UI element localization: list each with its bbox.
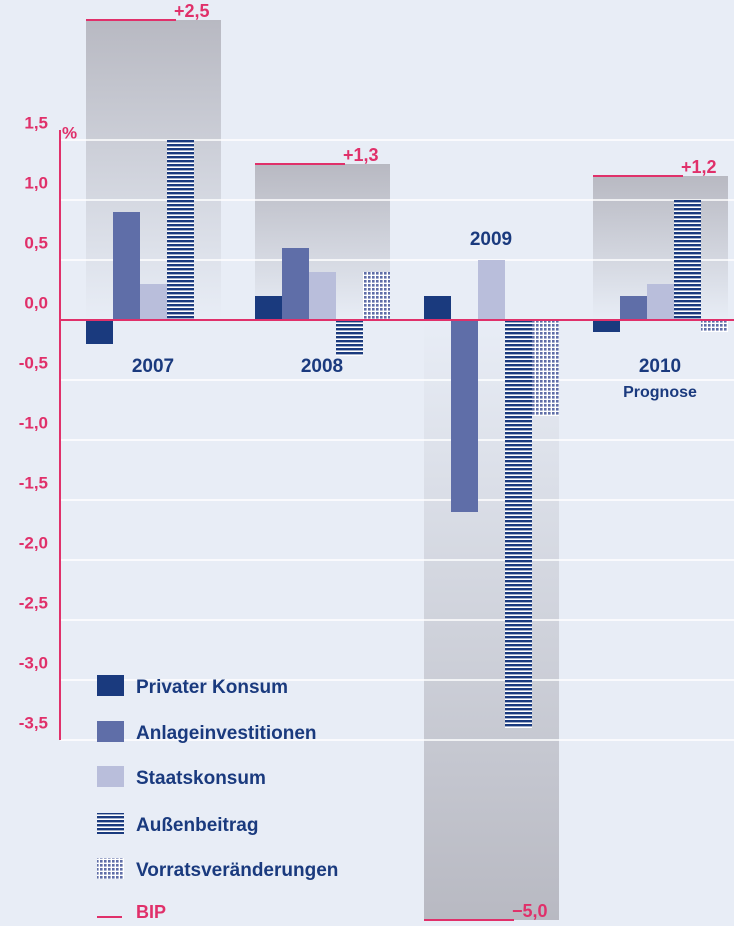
bar (282, 248, 309, 320)
bar (336, 320, 363, 356)
bip-label: +1,2 (681, 157, 717, 177)
bar (113, 212, 140, 320)
y-tick-label: 1,0 (24, 173, 48, 192)
bar (478, 260, 505, 320)
group-label: 2008 (301, 356, 343, 377)
bar (451, 320, 478, 512)
group-label: 2007 (132, 356, 174, 377)
bar (309, 272, 336, 320)
bar (674, 200, 701, 320)
legend-label: Anlageinvestitionen (136, 723, 317, 744)
bip-area (86, 20, 221, 320)
annotation: Prognose (623, 384, 697, 401)
legend-swatch (97, 766, 124, 787)
legend-label: BIP (136, 902, 166, 922)
legend-label: Privater Konsum (136, 677, 288, 698)
legend-swatch (97, 721, 124, 742)
bar (620, 296, 647, 320)
bip-label: −5,0 (512, 901, 548, 921)
y-tick-label: 0,0 (24, 293, 48, 312)
bar (140, 284, 167, 320)
bar (593, 320, 620, 332)
bip-label: +1,3 (343, 145, 379, 165)
legend-label: Vorratsveränderungen (136, 860, 338, 881)
bar (255, 296, 282, 320)
legend-label: Außenbeitrag (136, 815, 258, 836)
legend-label: Staatskonsum (136, 768, 266, 789)
legend-swatch (97, 858, 124, 879)
bar (363, 272, 390, 320)
y-unit: % (62, 123, 77, 142)
y-tick-label: -1,5 (19, 473, 48, 492)
y-tick-label: -3,5 (19, 713, 48, 732)
bar (167, 140, 194, 320)
bar (532, 320, 559, 416)
bar (701, 320, 728, 332)
bar (647, 284, 674, 320)
y-tick-label: -1,0 (19, 413, 48, 432)
bar (505, 320, 532, 728)
group-label: 2010 (639, 356, 681, 377)
y-tick-label: -2,5 (19, 593, 48, 612)
bar (424, 296, 451, 320)
y-tick-label: 1,5 (24, 113, 48, 132)
y-tick-label: -0,5 (19, 353, 48, 372)
y-tick-label: -3,0 (19, 653, 48, 672)
y-tick-label: -2,0 (19, 533, 48, 552)
group-label: 2009 (470, 229, 512, 250)
y-tick-label: 0,5 (24, 233, 48, 252)
legend-swatch (97, 813, 124, 834)
legend-swatch (97, 675, 124, 696)
bar (86, 320, 113, 344)
bip-label: +2,5 (174, 1, 210, 21)
